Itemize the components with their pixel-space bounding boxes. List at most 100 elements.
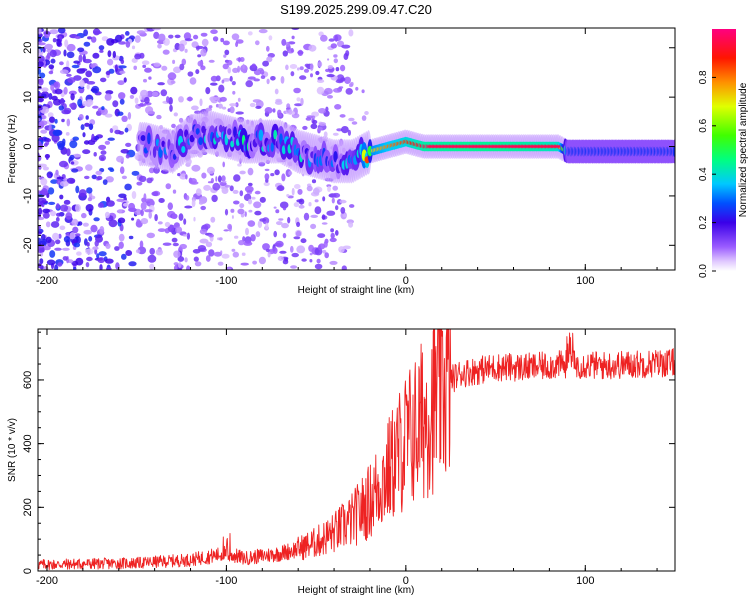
spectrogram-noise-cell: [50, 84, 55, 91]
spectrogram-noise-cell: [299, 66, 304, 71]
spectrogram-noise-cell: [339, 114, 346, 118]
spectrogram-noise-cell: [205, 241, 213, 248]
spectrogram-noise-cell: [294, 103, 303, 107]
spectrogram-noise-cell: [55, 203, 60, 210]
spectrogram-noise-cell: [144, 198, 154, 202]
spectrogram-noise-cell: [177, 173, 181, 177]
spectrogram-noise-cell: [284, 257, 289, 262]
spectrogram-noise-cell: [279, 113, 282, 118]
spectrogram-noise-cell: [45, 138, 52, 142]
spectrogram-noise-cell: [329, 260, 338, 265]
spectrogram-noise-cell: [135, 249, 141, 254]
spectrogram-noise-cell: [98, 154, 106, 162]
spectrogram-noise-cell: [90, 63, 96, 69]
spectrogram-noise-cell: [83, 29, 88, 37]
spectrogram-noise-cell: [273, 230, 278, 238]
spectrogram-noise-cell: [255, 105, 262, 109]
spectrogram-noise-cell: [105, 243, 111, 250]
spectrogram-noise-cell: [86, 84, 90, 90]
spectrogram-noise-cell: [101, 106, 105, 111]
spectrogram-noise-cell: [38, 197, 47, 204]
spectrogram-noise-cell: [177, 256, 185, 262]
spectrogram-noise-cell: [71, 64, 80, 69]
spectrogram-noise-cell: [364, 111, 369, 115]
spectrogram-noise-cell: [221, 253, 230, 259]
snr-ytick-label: 200: [22, 498, 34, 516]
spectrogram-noise-cell: [253, 201, 262, 209]
spectrogram-noise-cell: [293, 202, 300, 208]
spectrogram-noise-cell: [191, 199, 196, 208]
spectrogram-noise-cell: [99, 226, 105, 234]
spectrogram-noise-cell: [185, 174, 188, 180]
spectrogram-noise-cell: [86, 81, 96, 85]
spectrogram-noise-cell: [125, 31, 130, 36]
spectrogram-noise-cell: [262, 243, 270, 251]
spectrogram-noise-cell: [38, 48, 42, 56]
spectrogram-noise-cell: [112, 100, 119, 108]
spectrogram-noise-cell: [275, 209, 280, 214]
spectrogram-noise-cell: [327, 58, 330, 61]
spectrogram-noise-cell: [272, 247, 278, 255]
spectrogram-noise-cell: [133, 65, 137, 71]
spectrogram-noise-cell: [76, 251, 82, 256]
spectrogram-noise-cell: [128, 235, 134, 240]
spectrogram-noise-cell: [122, 202, 129, 207]
spectrogram-noise-cell: [70, 93, 75, 101]
spectrogram-noise-cell: [208, 249, 215, 257]
spectrogram-noise-cell: [317, 244, 322, 250]
spectrogram-noise-cell: [119, 166, 125, 174]
spectrogram-noise-cell: [168, 224, 175, 233]
spectrogram-noise-cell: [50, 221, 60, 228]
spectrogram-noise-cell: [295, 230, 302, 237]
spectrogram-noise-cell: [47, 112, 54, 118]
spectrogram-noise-cell: [69, 154, 75, 160]
spectrogram-noise-cell: [215, 176, 218, 182]
spectrogram-noise-cell: [59, 194, 64, 200]
spectrogram-noise-cell: [272, 108, 276, 113]
spectrogram-noise-cell: [294, 184, 301, 189]
spectrogram-noise-cell: [148, 76, 152, 80]
spectrogram-noise-cell: [54, 264, 59, 270]
spectrogram-noise-cell: [149, 247, 155, 255]
spectrogram-noise-cell: [117, 217, 126, 224]
spectrogram-noise-cell: [232, 251, 239, 258]
spectrogram-noise-cell: [325, 106, 329, 112]
spectrogram-noise-cell: [335, 230, 339, 236]
spectrogram-noise-cell: [117, 80, 125, 86]
spectrogram-noise-cell: [327, 95, 333, 99]
spectrogram-noise-cell: [335, 79, 344, 84]
spectrogram-noise-cell: [221, 79, 225, 84]
spectrogram-noise-cell: [275, 240, 284, 248]
spectrogram-noise-cell: [266, 78, 270, 85]
spectrogram-noise-cell: [138, 175, 147, 183]
spectrogram-noise-cell: [141, 60, 150, 65]
spectrogram-noise-cell: [49, 29, 59, 35]
spectrogram-noise-cell: [49, 49, 57, 58]
spectrogram-noise-cell: [56, 176, 64, 180]
spectrogram-noise-cell: [105, 90, 114, 95]
spectrogram-noise-cell: [43, 143, 48, 147]
spectrogram-noise-cell: [83, 58, 92, 64]
spectrogram-noise-cell: [63, 86, 68, 95]
spectrogram-noise-cell: [72, 153, 82, 158]
spectrogram-noise-cell: [114, 246, 120, 251]
spectrogram-noise-cell: [205, 255, 211, 262]
spectrogram-noise-cell: [235, 41, 239, 48]
spectrogram-noise-cell: [107, 58, 114, 66]
spectrogram-noise-cell: [193, 34, 199, 40]
spectrogram-noise-cell: [331, 197, 335, 204]
spectrogram-noise-cell: [105, 267, 112, 270]
spectrogram-noise-cell: [66, 73, 72, 77]
spectrogram-noise-cell: [69, 232, 76, 240]
spectrogram-noise-cell: [270, 76, 276, 81]
spectrogram-ridge-core: [181, 146, 186, 153]
snr-ticks: -200 -100 0 100 0 200 400 600: [22, 329, 675, 587]
spectrogram-noise-cell: [210, 82, 218, 86]
spectrogram-noise-cell: [79, 79, 85, 88]
spectrogram-noise-cell: [247, 76, 256, 80]
spectrogram-noise-cell: [303, 212, 310, 221]
spectrogram-noise-cell: [329, 237, 337, 243]
spectrogram-noise-cell: [197, 245, 206, 252]
spectrogram-noise-cell: [83, 229, 92, 235]
spectrogram-noise-cell: [324, 87, 333, 95]
